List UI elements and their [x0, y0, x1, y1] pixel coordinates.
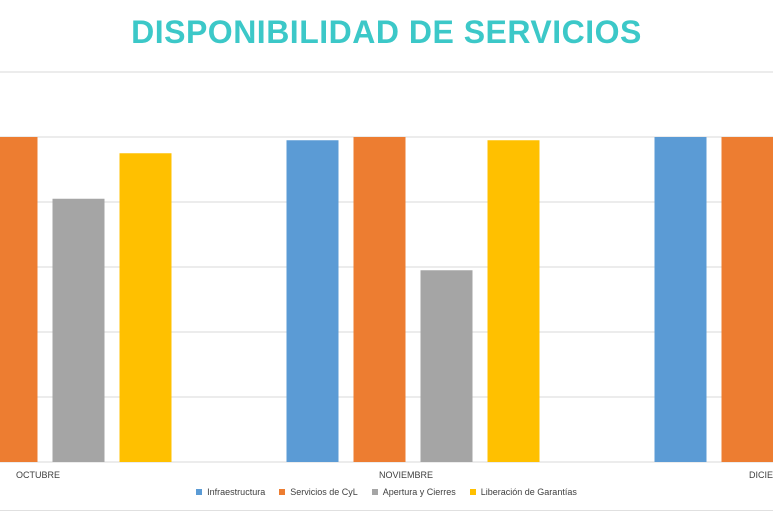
legend-item: Liberación de Garantías: [469, 487, 577, 497]
x-tick-label: NOVIEMBRE: [379, 470, 433, 480]
legend-label: Infraestructura: [207, 487, 266, 497]
legend-label: Liberación de Garantías: [480, 487, 577, 497]
legend-label: Apertura y Cierres: [382, 487, 456, 497]
bar-chart: OCTUBRE NOVIEMBRE DICIEMBRE: [0, 71, 773, 480]
bottom-divider: [0, 510, 773, 511]
chart-title: DISPONIBILIDAD DE SERVICIOS: [131, 14, 642, 50]
bar-servicios-de-cyl-octubre: [0, 137, 38, 462]
legend-item: Apertura y Cierres: [371, 487, 456, 497]
bar-apertura-y-cierres-octubre: [52, 198, 105, 462]
bar-apertura-y-cierres-noviembre: [420, 270, 473, 462]
bar-servicios-de-cyl-diciembre: [721, 137, 773, 462]
legend-swatch: [196, 489, 203, 495]
chart-legend: Infraestructura Servicios de CyL Apertura …: [0, 487, 773, 497]
legend-swatch: [469, 489, 476, 495]
bar-liberaci-n-de-garant-as-octubre: [119, 153, 172, 462]
bar-infraestructura-diciembre: [654, 137, 707, 462]
legend-swatch: [279, 489, 286, 495]
legend-item: Infraestructura: [196, 487, 265, 497]
x-tick-label: OCTUBRE: [16, 470, 60, 480]
legend-item: Servicios de CyL: [279, 487, 358, 497]
bar-liberaci-n-de-garant-as-noviembre: [487, 140, 540, 462]
bar-infraestructura-noviembre: [286, 140, 339, 462]
legend-swatch: [371, 489, 378, 495]
x-tick-label: DICIEMBRE: [749, 470, 773, 480]
legend-label: Servicios de CyL: [290, 487, 358, 497]
bar-servicios-de-cyl-noviembre: [353, 137, 406, 462]
